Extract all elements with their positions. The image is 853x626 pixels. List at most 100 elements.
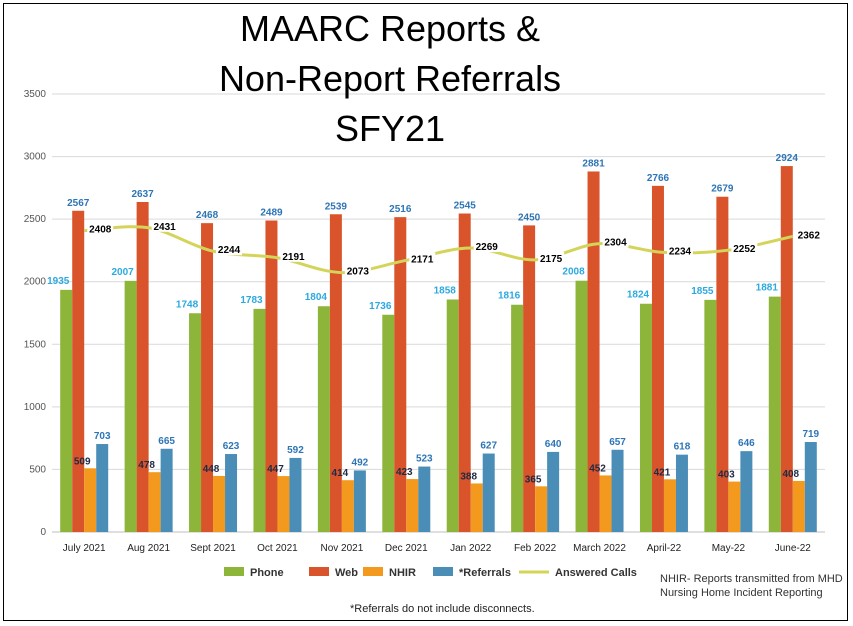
bar-phone: [60, 289, 73, 532]
bar-web: [201, 223, 214, 532]
data-label-referrals: 618: [674, 442, 691, 453]
data-label-answered-calls: 2244: [218, 245, 241, 256]
data-label-web: 2539: [325, 201, 348, 212]
title-line-1: MAARC Reports &: [239, 8, 541, 49]
bar-phone: [253, 308, 266, 532]
data-label-phone: 1881: [756, 283, 779, 294]
x-tick-label: Nov 2021: [320, 543, 363, 554]
y-tick-label: 500: [29, 464, 46, 475]
legend-label-nhir: NHIR: [389, 567, 416, 579]
bar-nhir: [792, 480, 805, 532]
title-line-2: Non-Report Referrals: [218, 58, 562, 99]
referrals-footnote: *Referrals do not include disconnects.: [350, 603, 535, 615]
data-label-nhir: 447: [267, 464, 284, 475]
nhir-note: NHIR- Reports transmitted from MHD Nursi…: [660, 573, 843, 599]
bar-nhir: [84, 468, 97, 532]
data-label-referrals: 492: [352, 457, 369, 468]
bar-web: [72, 210, 85, 532]
bar-referrals: [547, 451, 560, 532]
data-label-answered-calls: 2171: [411, 254, 434, 265]
bar-nhir: [470, 483, 483, 532]
bar-phone: [511, 304, 524, 532]
data-label-phone: 1783: [240, 295, 263, 306]
y-axis: 0 500 1000 1500 2000 2500 3000 3500: [24, 89, 47, 538]
bar-nhir: [341, 480, 354, 532]
answered-calls-label-bg: [344, 264, 371, 277]
data-label-web: 2489: [260, 208, 283, 219]
x-tick-label: Dec 2021: [385, 543, 428, 554]
gridlines: [52, 93, 825, 533]
data-label-nhir: 403: [718, 470, 735, 481]
bar-nhir: [728, 481, 741, 532]
data-label-answered-calls: 2431: [154, 222, 177, 233]
chart-title: MAARC Reports & Non-Report Referrals SFY…: [140, 4, 640, 154]
x-tick-label: Sept 2021: [190, 543, 236, 554]
legend: Phone Web NHIR *Referrals Answered Calls: [224, 567, 637, 579]
data-label-web: 2924: [776, 153, 799, 164]
y-tick-label: 3000: [24, 152, 47, 163]
answered-calls-label-bg: [731, 242, 758, 255]
data-label-answered-calls: 2234: [669, 246, 692, 257]
x-tick-label: Oct 2021: [257, 543, 298, 554]
data-label-phone: 1736: [369, 301, 392, 312]
data-label-referrals: 592: [287, 445, 304, 456]
x-tick-label: Jan 2022: [450, 543, 492, 554]
data-label-nhir: 388: [460, 471, 477, 482]
data-label-web: 2516: [389, 204, 412, 215]
bar-nhir: [406, 479, 419, 532]
bar-web: [394, 217, 407, 532]
bar-phone: [768, 296, 781, 532]
bar-web: [780, 166, 793, 533]
data-label-nhir: 408: [782, 469, 799, 480]
data-label-answered-calls: 2408: [89, 225, 112, 236]
bar-referrals: [804, 442, 817, 532]
answered-calls-label-bg: [151, 219, 178, 232]
bar-web: [716, 196, 729, 532]
bar-nhir: [663, 479, 676, 532]
y-tick-label: 3500: [24, 89, 47, 100]
y-tick-label: 0: [40, 527, 46, 538]
data-label-answered-calls: 2269: [476, 242, 499, 253]
bar-referrals: [289, 457, 302, 532]
bar-referrals: [160, 448, 173, 532]
bar-nhir: [213, 475, 226, 532]
data-label-web: 2545: [454, 201, 477, 212]
answered-calls-label-bg: [473, 240, 500, 253]
data-label-web: 2766: [647, 173, 670, 184]
data-label-phone: 2008: [562, 267, 585, 278]
bar-referrals: [418, 466, 431, 532]
bar-nhir: [148, 472, 161, 532]
y-tick-label: 2500: [24, 214, 47, 225]
data-label-referrals: 627: [480, 441, 497, 452]
x-tick-label: July 2021: [63, 543, 106, 554]
bar-phone: [639, 303, 652, 532]
bar-referrals: [611, 449, 624, 532]
bar-web: [136, 201, 149, 532]
data-label-web: 2679: [711, 184, 734, 195]
answered-calls-label-bg: [409, 252, 436, 265]
answered-calls-label-bg: [602, 235, 629, 248]
data-label-referrals: 703: [94, 431, 111, 442]
bar-nhir: [277, 476, 290, 532]
bar-referrals: [225, 454, 238, 532]
data-labels: 1935 2567 509 703 2007 2637 478 665 1748 2468 448 6…: [47, 153, 822, 485]
data-label-answered-calls: 2175: [540, 254, 563, 265]
data-label-answered-calls: 2304: [604, 238, 627, 249]
legend-label-referrals: *Referrals: [459, 567, 511, 579]
bar-referrals: [96, 444, 109, 532]
legend-label-web: Web: [335, 567, 358, 579]
data-label-referrals: 719: [802, 429, 819, 440]
y-tick-label: 2000: [24, 277, 47, 288]
bar-phone: [317, 306, 330, 532]
bar-referrals: [353, 470, 366, 532]
data-label-phone: 2007: [112, 267, 135, 278]
y-tick-label: 1500: [24, 339, 47, 350]
data-label-phone: 1804: [305, 292, 328, 303]
data-label-nhir: 423: [396, 467, 413, 478]
bar-phone: [704, 299, 717, 532]
data-label-nhir: 452: [589, 463, 606, 474]
answered-calls-label-bg: [666, 244, 693, 257]
bar-web: [458, 213, 471, 533]
data-label-web: 2881: [582, 158, 605, 169]
